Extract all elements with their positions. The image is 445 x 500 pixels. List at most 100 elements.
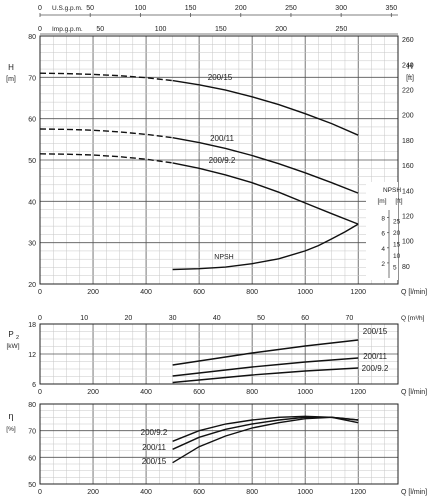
- npsh-m-tick: 6: [381, 231, 385, 238]
- eff-x-tick: 200: [87, 489, 99, 496]
- curve-layer: [39, 72, 359, 464]
- power-top-axis-tick: 70: [345, 315, 353, 322]
- npsh-m-tick: 4: [381, 246, 385, 253]
- head-y-tick: 80: [28, 34, 36, 41]
- power-x-tick: 1200: [350, 389, 366, 396]
- head-label-200-9.2: 200/9.2: [209, 156, 236, 165]
- eff-label-200-15: 200/15: [142, 457, 167, 466]
- npsh-unit-m: [m]: [377, 198, 386, 205]
- head-yright-label-bottom: [ft]: [406, 75, 414, 82]
- power-ylabel-top: P: [8, 330, 13, 339]
- power-label-200-9.2: 200/9.2: [362, 364, 389, 373]
- head-yright-tick: 180: [402, 138, 414, 145]
- eff-y-tick: 80: [28, 402, 36, 409]
- top-axis-us-label: U.S.g.p.m.: [52, 5, 83, 12]
- power-x-tick: 1000: [297, 389, 313, 396]
- eff-x-tick: 600: [193, 489, 205, 496]
- npsh-axis-label: NPSH: [383, 187, 401, 194]
- power-frame: [39, 323, 399, 385]
- head-x-tick: 600: [193, 289, 205, 296]
- power-y-tick: 12: [28, 352, 36, 359]
- head-x-tick: 1000: [297, 289, 313, 296]
- eff-label-200-9.2: 200/9.2: [141, 428, 168, 437]
- power-label-200-15: 200/15: [363, 327, 388, 336]
- head-series-200/11-dashed: [39, 128, 173, 139]
- npsh-ft-tick: 5: [393, 264, 397, 271]
- power-y-tick: 6: [32, 382, 36, 389]
- eff-x-tick: 0: [38, 489, 42, 496]
- head-label-200-11: 200/11: [210, 134, 234, 143]
- eff-frame: [39, 403, 399, 485]
- top-axis-us-tick: 150: [185, 5, 197, 12]
- eff-ylabel-top: η: [8, 411, 13, 421]
- head-yright-tick: 240: [402, 62, 414, 69]
- head-y-tick: 70: [28, 75, 36, 82]
- head-yright-tick: 220: [402, 88, 414, 95]
- eff-x-tick: 1200: [350, 489, 366, 496]
- npsh-ft-tick: 20: [393, 230, 401, 237]
- top-axis-imp-tick: 250: [336, 26, 348, 33]
- power-ylabel-sub: 2: [16, 335, 19, 341]
- power-y-tick: 18: [28, 322, 36, 329]
- head-yright-label-top: H: [407, 62, 413, 71]
- head-series-200/9.2-dashed: [39, 153, 173, 164]
- head-ylabel-bottom: [m]: [6, 76, 16, 83]
- head-y-tick: 30: [28, 241, 36, 248]
- top-axis-us-tick: 100: [135, 5, 147, 12]
- eff-x-tick: 800: [246, 489, 258, 496]
- power-x-tick: 400: [140, 389, 152, 396]
- eff-x-tick: 400: [140, 489, 152, 496]
- head-x-tick: 1200: [350, 289, 366, 296]
- top-axis-us-tick: 0: [38, 5, 42, 12]
- head-yright-tick: 120: [402, 213, 414, 220]
- eff-x-label: Q [l/min]: [401, 489, 427, 496]
- grid-layer: [39, 13, 399, 485]
- eff-ylabel-bottom: [%]: [6, 426, 16, 433]
- power-top-axis-tick: 30: [169, 315, 177, 322]
- eff-label-200-11: 200/11: [142, 443, 166, 452]
- head-y-tick: 60: [28, 117, 36, 124]
- top-axis-us-tick: 50: [86, 5, 94, 12]
- top-axis-us-tick: 200: [235, 5, 247, 12]
- power-top-axis-tick: 20: [124, 315, 132, 322]
- head-label-npsh: NPSH: [214, 254, 233, 261]
- npsh-ft-tick: 25: [393, 218, 401, 225]
- power-top-axis-tick: 40: [213, 315, 221, 322]
- head-y-tick: 20: [28, 282, 36, 289]
- top-axis-us-tick: 350: [385, 5, 397, 12]
- head-x-tick: 800: [246, 289, 258, 296]
- head-yright-tick: 140: [402, 188, 414, 195]
- top-axis-imp-label: Imp.g.p.m.: [52, 26, 83, 33]
- npsh-m-tick: 8: [381, 216, 385, 223]
- power-x-tick: 200: [87, 389, 99, 396]
- head-y-tick: 40: [28, 199, 36, 206]
- power-label-200-11: 200/11: [363, 352, 387, 361]
- npsh-ft-tick: 15: [393, 241, 401, 248]
- top-axis-us-tick: 300: [335, 5, 347, 12]
- head-label-200-15: 200/15: [208, 73, 233, 82]
- head-x-tick: 0: [38, 289, 42, 296]
- power-x-label: Q [l/min]: [401, 389, 427, 396]
- power-top-axis-label: Q [m³/h]: [401, 315, 425, 322]
- head-yright-tick: 80: [402, 264, 410, 271]
- eff-x-tick: 1000: [297, 489, 313, 496]
- top-axis-imp-tick: 100: [155, 26, 167, 33]
- top-axis-imp-tick: 200: [275, 26, 287, 33]
- head-yright-tick: 160: [402, 163, 414, 170]
- head-x-tick: 200: [87, 289, 99, 296]
- eff-y-tick: 70: [28, 429, 36, 436]
- power-ylabel-bottom: [kW]: [7, 343, 20, 350]
- power-series-200/11: [172, 357, 359, 377]
- power-top-axis-tick: 0: [38, 315, 42, 322]
- head-series-200/15: [172, 79, 359, 136]
- power-top-axis-tick: 50: [257, 315, 265, 322]
- head-ylabel-top: H: [8, 63, 14, 72]
- head-series-200/11: [172, 137, 359, 194]
- head-series-200/9.2: [172, 162, 359, 225]
- npsh-unit-ft: [ft]: [395, 198, 402, 205]
- power-x-tick: 0: [38, 389, 42, 396]
- eff-series-200/15: [172, 416, 359, 464]
- top-axis-imp-tick: 50: [96, 26, 104, 33]
- head-y-tick: 50: [28, 158, 36, 165]
